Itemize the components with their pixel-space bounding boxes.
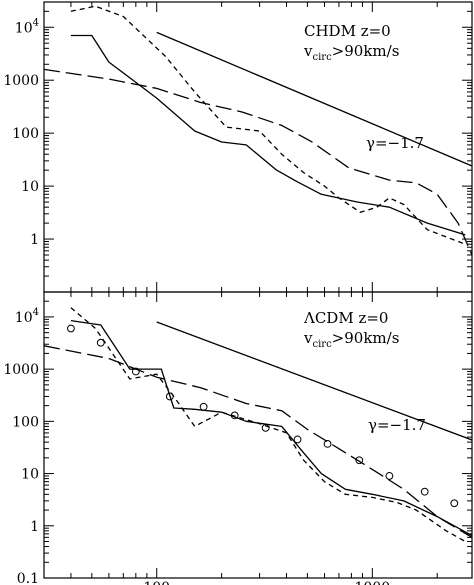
y-tick-label: 100 [12, 126, 39, 142]
y-tick-label: 1 [30, 232, 39, 248]
slope-label: γ=−1.7 [366, 134, 424, 152]
data-point-circle [385, 472, 394, 480]
y-tick-label-base: 10 [15, 20, 33, 36]
y-tick-label: 104 [15, 17, 39, 36]
velocity-subscript: circ [312, 339, 332, 350]
y-tick-label-exponent: 4 [33, 307, 39, 318]
bottom-panel: 0.111010010001041001000ΛCDM z=0vcirc>90k… [3, 291, 473, 585]
y-tick-label-base: 100 [12, 414, 39, 430]
data-point-circle [450, 499, 459, 508]
data-point-circle [96, 338, 105, 347]
velocity-cut-label: vcirc>90km/s [303, 42, 399, 63]
y-tick-label: 104 [15, 307, 39, 326]
velocity-threshold: >90km/s [332, 329, 400, 347]
data-point-circle [230, 411, 239, 420]
y-tick-label-base: 1000 [3, 73, 39, 89]
slope-label: γ=−1.7 [368, 416, 426, 434]
y-tick-label: 1000 [3, 362, 39, 378]
y-tick-label-base: 10 [21, 467, 39, 483]
y-tick-label-base: 1 [30, 519, 39, 535]
data-point-circle [355, 456, 364, 465]
y-tick-label-base: 0.1 [17, 571, 39, 585]
data-point-circle [199, 402, 208, 411]
velocity-symbol: v [303, 329, 313, 347]
y-tick-label: 10 [21, 179, 39, 195]
series-line-solid-0 [156, 321, 472, 441]
y-tick-label: 1 [30, 519, 39, 535]
y-tick-label: 1000 [3, 73, 39, 89]
data-point-circle [165, 392, 174, 401]
y-tick-label: 0.1 [17, 571, 39, 585]
data-point-circle [293, 435, 302, 444]
series-line-solid-1 [70, 34, 466, 236]
model-label: CHDM z=0 [304, 22, 391, 40]
series-line-long-dash-3 [44, 345, 472, 538]
series-line-short-dash-2 [70, 5, 466, 245]
series-line-solid-1 [70, 319, 472, 537]
data-point-circle [420, 487, 429, 496]
y-tick-label-exponent: 4 [33, 17, 39, 28]
velocity-threshold: >90km/s [332, 42, 400, 60]
x-tick-label: 1000 [354, 580, 390, 585]
series-line-long-dash-3 [44, 68, 472, 256]
x-tick-label: 100 [143, 580, 170, 585]
y-tick-label: 100 [12, 414, 39, 430]
series-line-short-dash-2 [70, 307, 466, 543]
data-point-circle [131, 367, 140, 376]
y-tick-label-base: 1000 [3, 362, 39, 378]
data-point-circle [67, 324, 75, 333]
series-line-solid-0 [156, 31, 472, 167]
y-tick-label-base: 100 [12, 126, 39, 142]
data-point-circle [323, 439, 332, 448]
velocity-cut-label: vcirc>90km/s [303, 329, 399, 350]
y-tick-label-base: 10 [21, 179, 39, 195]
plot-frame [43, 291, 473, 579]
y-tick-label-base: 1 [30, 232, 39, 248]
velocity-symbol: v [303, 42, 313, 60]
model-label: ΛCDM z=0 [303, 309, 388, 327]
velocity-subscript: circ [312, 52, 332, 63]
data-point-circle [261, 423, 270, 432]
y-tick-label: 10 [21, 467, 39, 483]
y-tick-label-base: 10 [15, 310, 33, 326]
